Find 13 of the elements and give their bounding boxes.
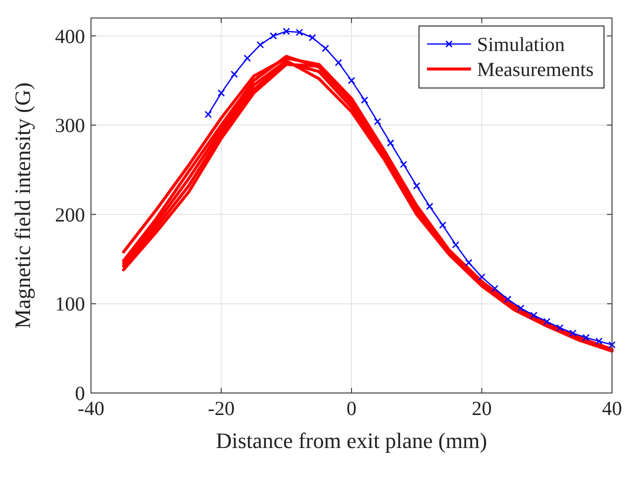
x-tick-label: 40 — [602, 398, 622, 420]
x-tick-label: -20 — [208, 398, 235, 420]
x-tick-label: 20 — [472, 398, 492, 420]
x-axis-title: Distance from exit plane (mm) — [216, 428, 488, 453]
y-tick-label: 300 — [55, 115, 85, 138]
y-tick-label: 0 — [75, 383, 85, 405]
x-tick-label: 0 — [346, 398, 356, 420]
legend-label: Simulation — [477, 34, 565, 56]
y-tick-label: 100 — [55, 294, 85, 316]
y-tick-label: 400 — [55, 26, 85, 48]
legend-label: Measurements — [477, 59, 594, 81]
y-axis-title: Magnetic field intensity (G) — [10, 82, 35, 329]
y-tick-label: 200 — [55, 204, 85, 226]
